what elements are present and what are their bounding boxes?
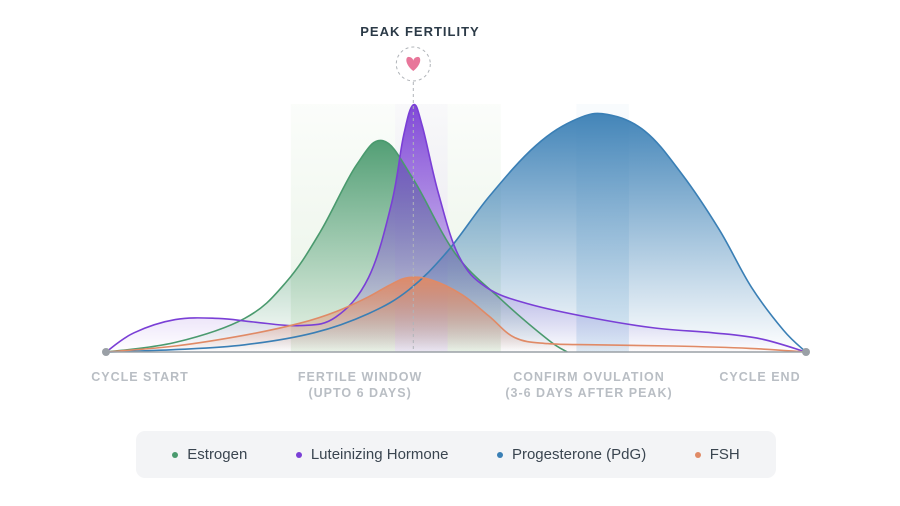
x-label-line1: CYCLE START [91, 370, 189, 384]
x-label-line1: FERTILE WINDOW [297, 370, 423, 384]
legend-item-fsh[interactable]: FSH [694, 446, 740, 463]
legend-dot-lh [295, 451, 302, 458]
line-progesterone-pdg [105, 112, 807, 353]
line-luteinizing-hormone [105, 103, 807, 353]
line-fsh [105, 276, 807, 353]
x-label-cycle-start: CYCLE START [40, 369, 240, 385]
peak-fertility-title: PEAK FERTILITY [360, 24, 480, 39]
legend-label-estrogen: Estrogen [187, 446, 248, 463]
legend-item-lh[interactable]: Luteinizing Hormone [295, 446, 449, 463]
x-label-line2: (3-6 DAYS AFTER PEAK) [505, 386, 673, 400]
x-label-fertile-window: FERTILE WINDOW (UPTO 6 DAYS) [260, 369, 460, 401]
area-layer [106, 104, 806, 352]
line-estrogen [105, 139, 568, 353]
cycle-end-dot [802, 348, 810, 356]
legend-label-lh: Luteinizing Hormone [310, 446, 449, 463]
area-fsh [106, 277, 806, 352]
heart-icon [406, 56, 421, 71]
peak-marker [395, 46, 431, 352]
legend-item-progesterone[interactable]: Progesterone (PdG) [496, 446, 647, 463]
line-layer [105, 103, 807, 353]
legend-dot-estrogen [172, 451, 179, 458]
legend-dot-fsh [694, 451, 701, 458]
axis-layer [102, 348, 810, 356]
x-label-line1: CYCLE END [719, 370, 801, 384]
cycle-start-dot [102, 348, 110, 356]
x-label-cycle-end: CYCLE END [660, 369, 860, 385]
x-label-line1: CONFIRM OVULATION [513, 370, 665, 384]
legend-label-progesterone: Progesterone (PdG) [511, 446, 647, 463]
legend-dot-progesterone [496, 451, 503, 458]
legend: Estrogen Luteinizing Hormone Progesteron… [136, 431, 776, 478]
x-label-line2: (UPTO 6 DAYS) [308, 386, 412, 400]
x-label-confirm-ovulation: CONFIRM OVULATION (3-6 DAYS AFTER PEAK) [489, 369, 689, 401]
area-progesterone-pdg [106, 113, 806, 352]
legend-item-estrogen[interactable]: Estrogen [172, 446, 247, 463]
legend-label-fsh: FSH [709, 446, 740, 463]
